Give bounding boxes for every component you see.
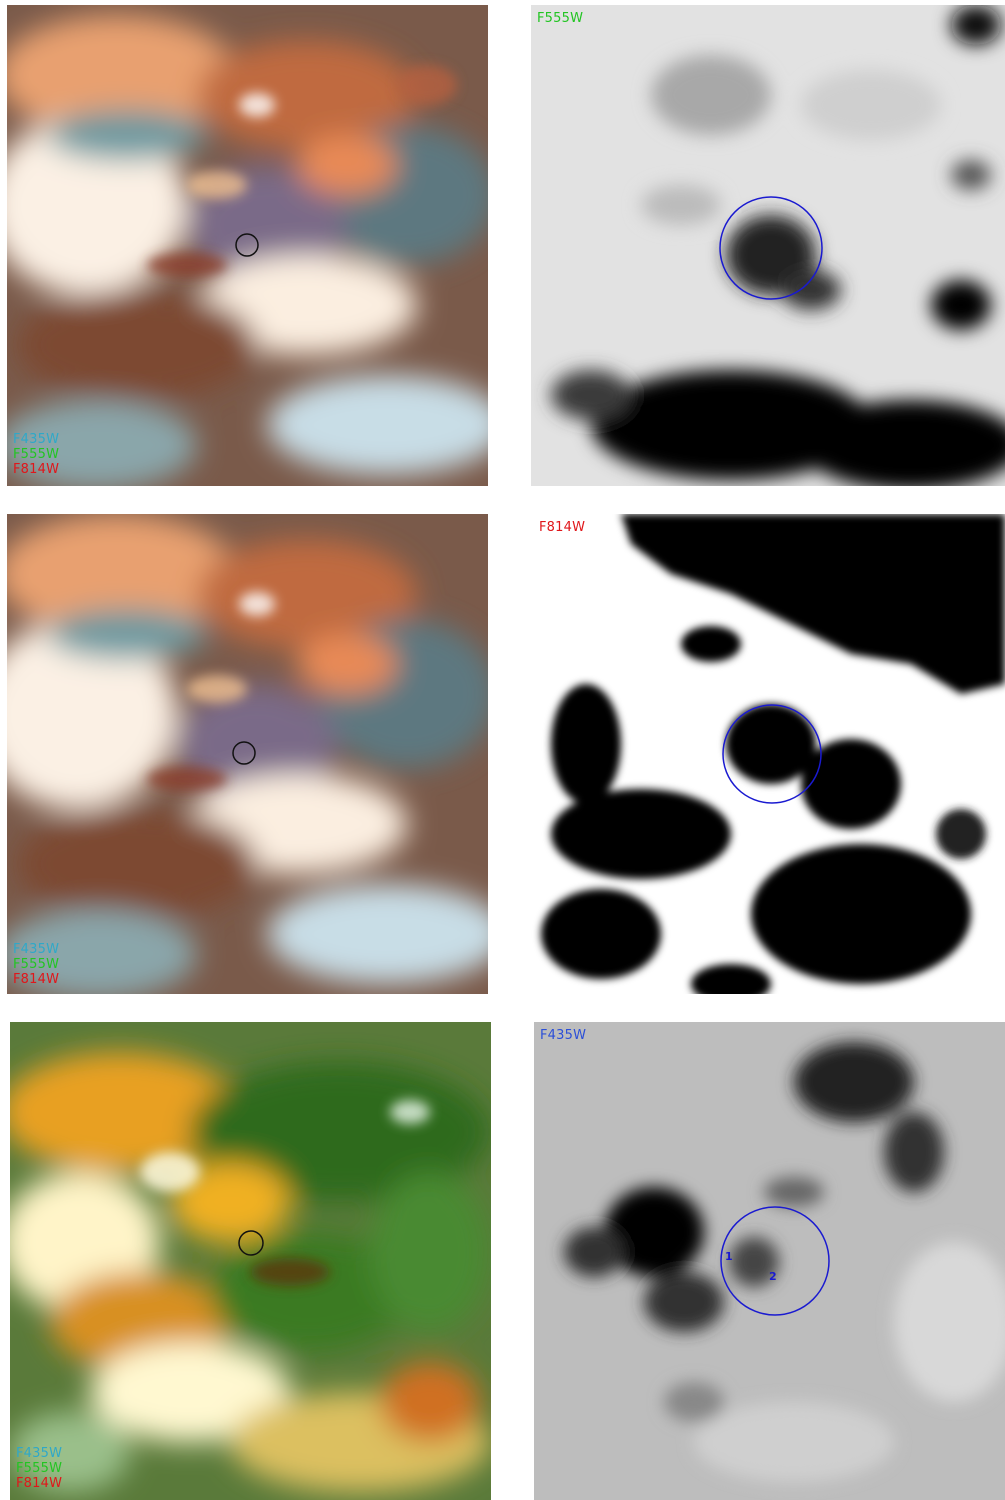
grayscale-image-f555w [531, 5, 1005, 486]
rgb-composite-panel-3: F435W F555W F814W [10, 1022, 491, 1500]
region-circle [722, 704, 822, 804]
region-circle [238, 1230, 264, 1256]
source-label-1: 1 [725, 1250, 733, 1263]
grayscale-panel-f814w: F814W [531, 514, 1005, 994]
region-circle [235, 233, 259, 257]
legend-f555w: F555W [16, 1461, 63, 1476]
region-circle [232, 741, 256, 765]
legend-f435w: F435W [13, 432, 60, 447]
legend-f814w: F814W [16, 1476, 63, 1491]
rgb-composite-panel-2: F435W F555W F814W [7, 514, 488, 994]
filter-label-f435w: F435W [540, 1028, 587, 1043]
grayscale-image-f814w [531, 514, 1005, 994]
region-circle [719, 196, 823, 300]
legend-f435w: F435W [16, 1446, 63, 1461]
rgb-composite-image-1 [7, 5, 488, 486]
region-circle [720, 1206, 830, 1316]
filter-label-f814w: F814W [539, 520, 586, 535]
legend-f814w: F814W [13, 462, 60, 477]
source-label-2: 2 [769, 1270, 777, 1283]
legend-f555w: F555W [13, 447, 60, 462]
legend-f814w: F814W [13, 972, 60, 987]
legend-f555w: F555W [13, 957, 60, 972]
filter-label-f555w: F555W [537, 11, 584, 26]
grayscale-panel-f435w: 1 2 F435W [534, 1022, 1005, 1500]
rgb-composite-image-2 [7, 514, 488, 994]
grayscale-image-f435w: 1 2 [534, 1022, 1005, 1500]
rgb-composite-image-3 [10, 1022, 491, 1500]
legend-f435w: F435W [13, 942, 60, 957]
rgb-composite-panel-1: F435W F555W F814W [7, 5, 488, 486]
grayscale-panel-f555w: F555W [531, 5, 1005, 486]
